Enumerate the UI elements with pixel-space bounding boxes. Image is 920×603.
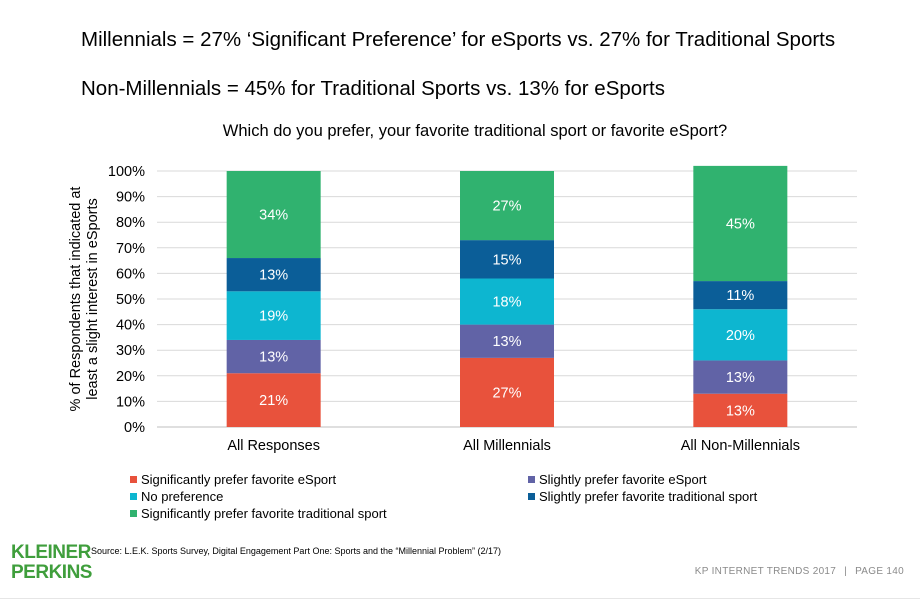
page-number: PAGE 140 (855, 566, 904, 577)
bar-segment (693, 393, 788, 427)
data-label: 13% (259, 268, 288, 284)
data-label: 19% (259, 309, 288, 325)
data-label: 11% (726, 288, 754, 304)
bar-segment (226, 373, 321, 427)
headline-non-millennials: Non-Millennials = 45% for Traditional Sp… (81, 77, 665, 100)
legend-swatch (130, 493, 137, 500)
legend-swatch (130, 510, 137, 517)
y-tick-label: 50% (116, 292, 145, 308)
bar-segment (460, 171, 554, 241)
legend-label: Slightly prefer favorite eSport (539, 472, 707, 487)
legend-swatch (130, 476, 137, 483)
kleiner-perkins-logo: KLEINER PERKINS (11, 543, 92, 583)
legend-item: Significantly prefer favorite eSport (130, 472, 336, 487)
data-label: 18% (492, 295, 521, 311)
chart-title: Which do you prefer, your favorite tradi… (222, 122, 728, 140)
data-label: 15% (492, 252, 521, 268)
bar-segment (226, 258, 321, 292)
y-axis-title: % of Respondents that indicated at (68, 187, 84, 412)
bar-segment (693, 165, 788, 282)
bar-segment (226, 291, 321, 340)
data-label: 34% (259, 208, 288, 224)
legend-label: Significantly prefer favorite traditiona… (141, 506, 387, 521)
legend-item: Significantly prefer favorite traditiona… (130, 506, 387, 521)
x-tick-label: All Responses (227, 438, 320, 454)
data-label: 45% (726, 216, 755, 232)
data-label: 27% (492, 199, 521, 215)
y-tick-label: 70% (116, 241, 145, 257)
data-label: 13% (726, 403, 755, 419)
data-label: 20% (726, 328, 755, 344)
footer-separator: | (844, 566, 848, 577)
y-tick-label: 90% (116, 190, 145, 206)
logo-line-1: KLEINER (11, 542, 91, 563)
bar-segment (460, 240, 554, 279)
y-tick-label: 100% (108, 164, 145, 180)
legend-label: Significantly prefer favorite eSport (141, 472, 337, 487)
y-tick-label: 40% (116, 318, 145, 334)
data-label: 13% (726, 370, 755, 386)
report-name: KP INTERNET TRENDS 2017 (694, 566, 837, 577)
legend-label: Slightly prefer favorite traditional spo… (539, 489, 758, 504)
x-tick-label: All Millennials (463, 438, 551, 454)
bar-segment (460, 324, 554, 358)
source-note: Source: L.E.K. Sports Survey, Digital En… (91, 546, 502, 556)
page-footer: KP INTERNET TRENDS 2017 | PAGE 140 (695, 566, 904, 577)
legend-item: Slightly prefer favorite eSport (528, 472, 707, 487)
y-tick-label: 80% (116, 215, 145, 231)
legend-swatch (528, 476, 535, 483)
legend-item: No preference (130, 489, 223, 504)
bar-segment (460, 357, 554, 427)
bottom-divider (0, 598, 920, 599)
y-axis-title: least a slight interest in eSports (85, 198, 101, 400)
data-label: 27% (492, 385, 521, 401)
y-tick-label: 60% (116, 266, 145, 282)
bar-segment (460, 278, 554, 325)
y-tick-label: 10% (116, 394, 145, 410)
data-label: 13% (259, 350, 288, 366)
headline-millennials: Millennials = 27% ‘Significant Preferenc… (81, 28, 836, 51)
data-label: 13% (492, 334, 521, 350)
y-tick-label: 20% (116, 369, 145, 385)
legend-item: Slightly prefer favorite traditional spo… (528, 489, 757, 504)
bar-segment (693, 360, 788, 394)
legend-swatch (528, 493, 535, 500)
bar-segment (226, 171, 321, 259)
bar-segment (693, 309, 788, 361)
x-tick-label: All Non-Millennials (681, 438, 800, 454)
y-tick-label: 0% (124, 420, 145, 436)
bar-segment (226, 339, 321, 374)
y-tick-label: 30% (116, 343, 145, 359)
data-label: 21% (259, 393, 288, 409)
bar-segment (693, 281, 788, 310)
legend-label: No preference (141, 489, 224, 504)
logo-line-2: PERKINS (11, 562, 92, 583)
